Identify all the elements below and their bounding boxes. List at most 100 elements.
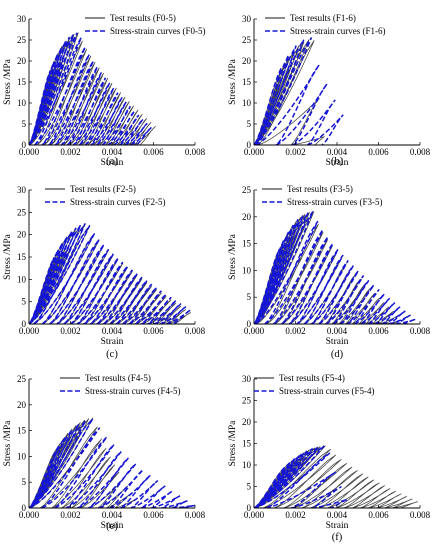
curves-group: [254, 445, 419, 508]
x-tick-label: 0.002: [60, 147, 80, 157]
chart-panel-c: 0.000 0.002 0.004 0.006 0.008 0 5 10 15 20 25 30 Str…: [3, 184, 206, 360]
y-tick-label: 20: [17, 230, 27, 240]
y-tick-label: 10: [17, 98, 27, 108]
y-tick-label: 25: [17, 35, 27, 45]
y-tick-label: 25: [242, 185, 252, 195]
y-tick-label: 25: [242, 396, 252, 406]
x-axis-title: Strain: [326, 158, 349, 168]
x-tick-label: 0.000: [19, 147, 40, 157]
x-tick-label: 0.002: [60, 510, 80, 520]
y-tick-label: 30: [17, 185, 27, 195]
y-tick-label: 0: [247, 503, 252, 513]
y-tick-label: 5: [22, 119, 27, 129]
y-tick-label: 25: [17, 374, 27, 384]
x-tick-label: 0.008: [185, 147, 206, 157]
y-tick-label: 10: [242, 460, 252, 470]
x-axis-title: Strain: [326, 337, 349, 347]
panel-label: (d): [331, 349, 344, 360]
panel-label: (e): [106, 521, 118, 532]
x-tick-label: 0.000: [244, 326, 265, 336]
legend-label: Test results (F2-5): [70, 184, 136, 194]
y-tick-label: 10: [242, 98, 252, 108]
test-results-curve: [29, 417, 138, 508]
panel-label: (a): [106, 156, 118, 167]
y-tick-label: 15: [242, 77, 252, 87]
x-axis-title: Strain: [101, 337, 124, 347]
y-tick-label: 0: [247, 140, 252, 150]
x-tick-label: 0.008: [185, 326, 206, 336]
y-tick-label: 25: [17, 207, 27, 217]
x-tick-label: 0.000: [19, 326, 40, 336]
curves-group: [29, 223, 192, 324]
legend-label: Stress-strain curves (F5-4): [279, 386, 374, 396]
chart-panel-b: 0.000 0.002 0.004 0.006 0.008 0 5 10 15 20 25 30 Str…: [228, 13, 431, 168]
y-tick-label: 5: [247, 292, 252, 302]
y-tick-label: 5: [22, 297, 27, 307]
legend-label: Stress-strain curves (F0-5): [110, 26, 205, 36]
y-tick-label: 20: [242, 417, 252, 427]
legend-label: Test results (F1-6): [290, 13, 356, 23]
y-tick-label: 5: [22, 477, 27, 487]
legend-label: Test results (F5-4): [279, 373, 345, 383]
x-tick-label: 0.008: [410, 147, 431, 157]
y-tick-label: 15: [17, 77, 27, 87]
x-tick-label: 0.004: [327, 510, 348, 520]
x-tick-label: 0.000: [244, 510, 265, 520]
y-tick-label: 15: [17, 252, 27, 262]
y-axis-title: Stress /MPa: [3, 420, 13, 466]
x-tick-label: 0.006: [143, 510, 164, 520]
legend-label: Stress-strain curves (F4-5): [85, 386, 180, 396]
y-tick-label: 30: [242, 14, 252, 24]
y-tick-label: 0: [22, 319, 27, 329]
x-tick-label: 0.004: [327, 326, 348, 336]
y-tick-label: 15: [242, 439, 252, 449]
x-tick-label: 0.002: [285, 510, 305, 520]
curves-group: [29, 32, 156, 145]
x-tick-label: 0.004: [327, 147, 348, 157]
y-tick-label: 15: [17, 426, 27, 436]
y-axis-title: Stress /MPa: [228, 233, 238, 279]
y-tick-label: 30: [242, 374, 252, 384]
chart-panel-e: 0.000 0.002 0.004 0.006 0.008 0 5 10 15 20 25 Strai…: [3, 373, 206, 532]
y-tick-label: 20: [17, 56, 27, 66]
stress-strain-model-curve: [254, 37, 344, 145]
y-tick-label: 20: [242, 56, 252, 66]
chart-panel-a: 0.000 0.002 0.004 0.006 0.008 0 5 10 15 20 25 30 Str…: [3, 13, 206, 168]
stress-strain-model-curve: [254, 445, 348, 508]
y-tick-label: 10: [242, 265, 252, 275]
stress-strain-model-curve: [29, 223, 192, 324]
x-tick-label: 0.006: [368, 510, 389, 520]
chart-panel-f: 0.000 0.002 0.004 0.006 0.008 0 5 10 15 20 25 30 Str…: [228, 373, 431, 543]
y-axis-title: Stress /MPa: [228, 58, 238, 104]
stress-strain-model-curve: [29, 32, 152, 145]
x-tick-label: 0.000: [19, 510, 40, 520]
x-tick-label: 0.004: [102, 326, 123, 336]
chart-panel-d: 0.000 0.002 0.004 0.006 0.008 0 5 10 15 20 25 Strai…: [228, 184, 431, 360]
y-tick-label: 5: [247, 482, 252, 492]
legend-label: Stress-strain curves (F1-6): [290, 26, 385, 36]
x-axis-title: Strain: [326, 521, 349, 531]
x-tick-label: 0.002: [285, 326, 305, 336]
x-tick-label: 0.008: [185, 510, 206, 520]
x-tick-label: 0.006: [368, 147, 389, 157]
x-tick-label: 0.004: [102, 510, 123, 520]
x-tick-label: 0.002: [285, 147, 305, 157]
y-tick-label: 0: [22, 503, 27, 513]
legend-label: Stress-strain curves (F3-5): [287, 197, 382, 207]
curves-group: [29, 417, 195, 508]
stress-strain-model-curve: [254, 211, 417, 324]
y-axis-title: Stress /MPa: [3, 58, 13, 104]
y-tick-label: 0: [22, 140, 27, 150]
y-tick-label: 20: [242, 212, 252, 222]
x-tick-label: 0.002: [60, 326, 80, 336]
y-tick-label: 15: [242, 239, 252, 249]
legend-label: Test results (F4-5): [85, 373, 151, 383]
x-tick-label: 0.006: [143, 326, 164, 336]
x-tick-label: 0.008: [410, 326, 431, 336]
x-tick-label: 0.000: [244, 147, 265, 157]
y-axis-title: Stress /MPa: [3, 233, 13, 279]
panel-label: (f): [332, 532, 343, 543]
x-axis-title: Strain: [101, 521, 124, 531]
y-tick-label: 30: [17, 14, 27, 24]
